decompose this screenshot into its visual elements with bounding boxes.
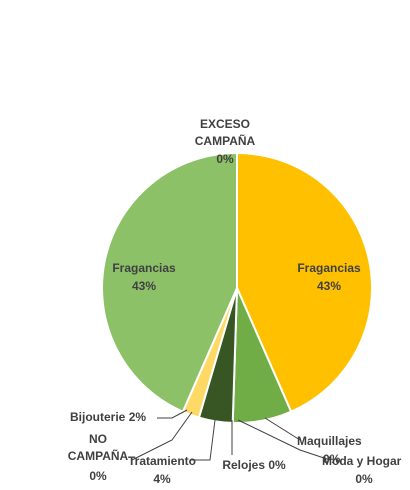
- leader-no-campana: [131, 411, 193, 461]
- label-no-campana-pct: 0%: [89, 469, 107, 483]
- label-bijouterie: Bijouterie 2%: [70, 410, 146, 424]
- label-no-campana-name-1: NO: [89, 432, 107, 446]
- label-relojes: Relojes 0%: [222, 458, 286, 472]
- leader-bijouterie: [157, 409, 188, 419]
- label-fragancias-left-name: Fragancias: [112, 261, 176, 275]
- label-bijouterie-pct: 2%: [129, 410, 147, 424]
- label-bijouterie-name: Bijouterie: [70, 410, 126, 424]
- label-tratamiento-pct: 4%: [153, 472, 171, 486]
- label-relojes-pct: 0%: [268, 458, 286, 472]
- label-exceso-name-1: EXCESO: [200, 117, 250, 131]
- pie-slice-1-fragancias: [236, 151, 373, 413]
- leader-tratamiento: [190, 419, 216, 461]
- label-tratamiento-name: Tratamiento: [128, 454, 196, 468]
- leader-maquillajes: [264, 417, 301, 441]
- label-relojes-name: Relojes: [222, 458, 265, 472]
- leader-lines: [131, 409, 331, 461]
- leader-moda-hogar: [237, 419, 331, 461]
- pie-slices: [101, 151, 373, 424]
- label-fragancias-right-name: Fragancias: [297, 261, 361, 275]
- label-moda-hogar-name: Moda y Hogar: [322, 454, 402, 468]
- label-overlap-pct: 0%: [323, 452, 341, 466]
- label-fragancias-right-pct: 43%: [317, 279, 341, 293]
- label-moda-hogar-pct: 0%: [355, 472, 373, 486]
- pie-slice-8-fragancias: [101, 151, 238, 413]
- label-no-campana-name-2: CAMPAÑA: [68, 448, 129, 463]
- data-labels: EXCESO CAMPAÑA 0% Fragancias 43% Fraganc…: [68, 117, 402, 486]
- label-maquillajes-name: Maquillajes: [297, 434, 362, 448]
- label-exceso-name-2: CAMPAÑA: [195, 133, 256, 148]
- label-exceso-pct: 0%: [216, 152, 234, 166]
- label-fragancias-left-pct: 43%: [132, 279, 156, 293]
